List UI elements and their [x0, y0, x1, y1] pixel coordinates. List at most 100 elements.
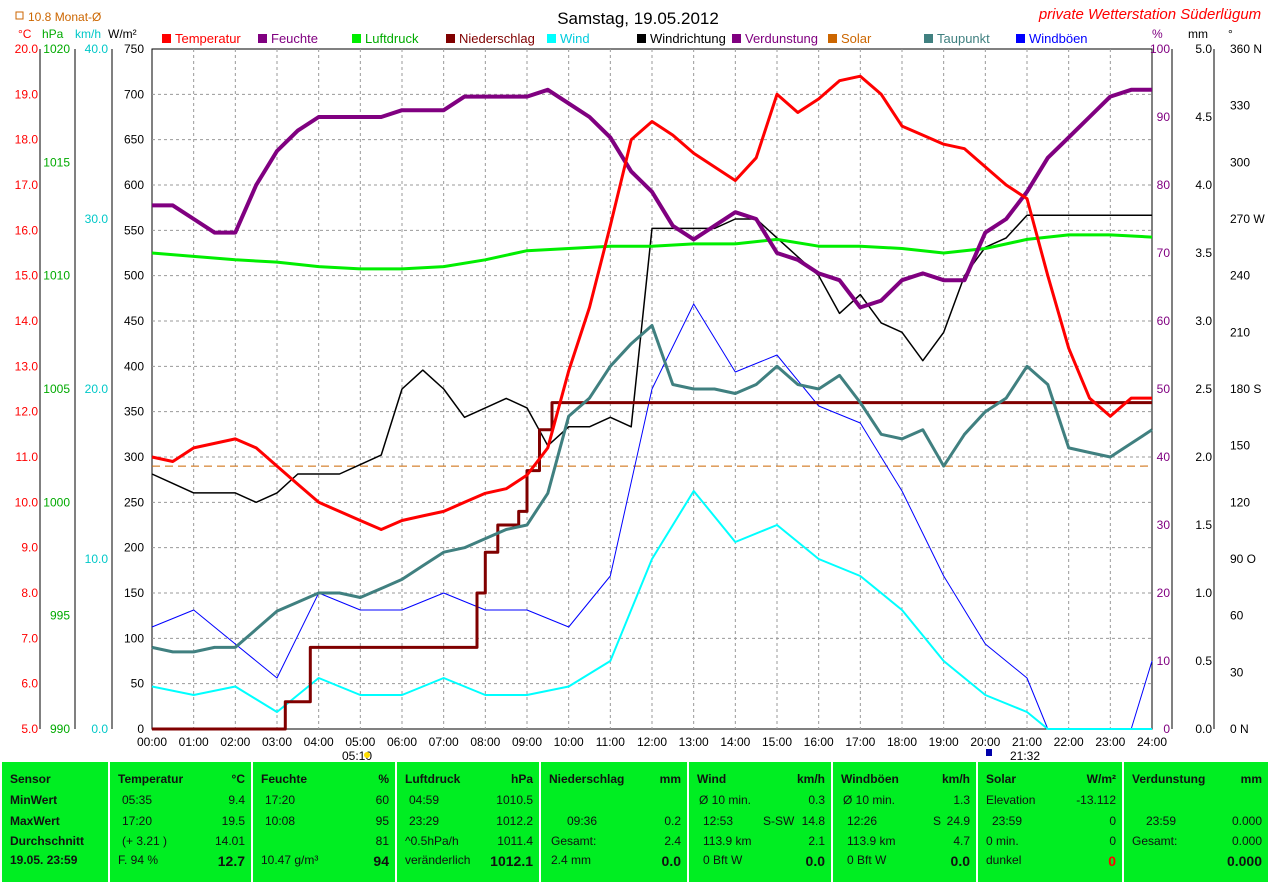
temp-current: 12.7 [217, 853, 245, 869]
gust-min-label: Ø 10 min. [843, 793, 896, 807]
wind-max: 14.8 [801, 814, 825, 828]
solar-unit: W/m² [1086, 772, 1116, 786]
temp-min: 9.4 [228, 793, 245, 807]
direction-tick-label: 300 [1230, 155, 1250, 169]
stats-panel-solar: Solar W/m² Elevation -13.112 23:59 0 0 min.… [978, 762, 1122, 882]
axes: 20.0 19.0 18.0 17.0 16.0 15.0 14.0 13.0 12.0 11.0… [15, 42, 1266, 749]
direction-tick-label: 60 [1230, 609, 1244, 623]
series-line-taupunkt [151, 324, 1153, 654]
hum-min-time: 17:20 [265, 793, 296, 807]
direction-tick-label: 270 W [1230, 212, 1265, 226]
solar-tick-label: 200 [124, 541, 144, 555]
wind-tick-label: 40.0 [85, 42, 109, 56]
rain-amount: 2.4 mm [551, 853, 592, 867]
temp-title: Temperatur [118, 772, 184, 786]
moon-icon [986, 749, 992, 756]
gust-unit: km/h [941, 772, 970, 786]
chart-title: Samstag, 19.05.2012 [557, 9, 719, 28]
direction-tick-label: 30 [1230, 665, 1244, 679]
press-current: 1012.1 [490, 853, 533, 869]
wind-max-dir: S-SW [763, 814, 795, 828]
temp-tick-label: 18.0 [15, 133, 39, 147]
gust-avg: 4.7 [953, 834, 970, 848]
stats-panel-feuchte: Feuchte% 17:20 60 10:08 95 81 10.47 g/m³ 94 [253, 762, 395, 882]
series-line-feuchte [152, 87, 1152, 310]
time-tick-label: 24:00 [1137, 735, 1167, 749]
humidity-tick-label: 10 [1157, 654, 1171, 668]
direction-tick-label: 210 [1230, 325, 1250, 339]
direction-tick-label: 90 O [1230, 552, 1256, 566]
wind-tick-label: 20.0 [85, 382, 109, 396]
pressure-tick-label: 1015 [43, 155, 70, 169]
unit-kmh: km/h [75, 27, 101, 41]
rain-tick-label: 0.0 [1195, 722, 1212, 736]
evap-max-time: 23:59 [1146, 814, 1177, 828]
temp-tick-label: 13.0 [15, 359, 39, 373]
temp-avg-note: (+ 3.21 ) [122, 834, 168, 848]
time-tick-label: 22:00 [1054, 735, 1084, 749]
legend-label: Windböen [1029, 31, 1088, 46]
pressure-tick-label: 1000 [43, 495, 70, 509]
time-tick-label: 19:00 [929, 735, 959, 749]
temp-tick-label: 11.0 [16, 450, 39, 464]
time-tick-label: 06:00 [387, 735, 417, 749]
unit-percent: % [1152, 27, 1163, 41]
time-tick-label: 04:00 [304, 735, 334, 749]
legend-swatch [732, 34, 741, 43]
station-name: private Wetterstation Süderlügum [1038, 6, 1261, 23]
time-tick-label: 23:00 [1095, 735, 1125, 749]
wind-min: 0.3 [808, 793, 825, 807]
rain-tick-label: 2.5 [1195, 382, 1212, 396]
time-tick-label: 12:00 [637, 735, 667, 749]
rain-tick-label: 5.0 [1195, 42, 1212, 56]
direction-tick-label: 360 N [1230, 42, 1262, 56]
rain-tick-label: 2.0 [1195, 450, 1212, 464]
label-minwert: MinWert [10, 793, 58, 807]
time-tick-label: 10:00 [554, 735, 584, 749]
direction-tick-label: 120 [1230, 495, 1250, 509]
series-line-luftdruck [151, 233, 1153, 271]
legend-label: Niederschlag [459, 31, 535, 46]
direction-tick-label: 0 N [1230, 722, 1249, 736]
pressure-tick-label: 1020 [43, 42, 70, 56]
wind-avg: 2.1 [808, 834, 825, 848]
stats-panel-windboeen: Windböen km/h Ø 10 min. 1.3 12:26 S 24.9 113… [833, 762, 976, 882]
temp-max: 19.5 [221, 814, 245, 828]
series-layer [151, 74, 1153, 731]
temp-tick-label: 12.0 [15, 405, 39, 419]
solar-tick-label: 150 [124, 586, 144, 600]
humidity-tick-label: 40 [1157, 450, 1171, 464]
legend-swatch [828, 34, 837, 43]
rain-tick-label: 0.5 [1195, 654, 1212, 668]
temp-tick-label: 8.0 [21, 586, 38, 600]
temp-tick-label: 9.0 [21, 541, 38, 555]
legend-label: Taupunkt [937, 31, 990, 46]
time-tick-label: 08:00 [470, 735, 500, 749]
humidity-tick-label: 90 [1157, 110, 1171, 124]
time-tick-label: 01:00 [179, 735, 209, 749]
press-title: Luftdruck [405, 772, 461, 786]
legend-swatch [924, 34, 933, 43]
direction-tick-label: 180 S [1230, 382, 1261, 396]
sunset-label: 21:32 [1010, 749, 1040, 762]
hum-unit: % [378, 772, 389, 786]
humidity-tick-label: 30 [1157, 518, 1171, 532]
weather-chart: 20.0 19.0 18.0 17.0 16.0 15.0 14.0 13.0 12.0 11.0… [15, 6, 1266, 762]
hum-min: 60 [375, 793, 389, 807]
solar-tick-label: 600 [124, 178, 144, 192]
label-durchschnitt: Durchschnitt [10, 834, 85, 848]
legend-swatch [162, 34, 171, 43]
solar-tick-label: 450 [124, 314, 144, 328]
direction-tick-label: 330 [1230, 99, 1250, 113]
solar-state: dunkel [986, 853, 1022, 867]
gust-min: 1.3 [953, 793, 970, 807]
month-avg-label: 10.8 Monat-Ø [28, 10, 101, 24]
rain-tick-label: 1.5 [1195, 518, 1212, 532]
temp-tick-label: 20.0 [15, 42, 39, 56]
solar-tick-label: 250 [124, 495, 144, 509]
wind-tick-label: 10.0 [85, 552, 109, 566]
hum-current: 94 [373, 853, 389, 869]
press-trend: ^0.5hPa/h [405, 834, 459, 848]
press-max-time: 23:29 [409, 814, 440, 828]
temp-tick-label: 10.0 [15, 495, 39, 509]
